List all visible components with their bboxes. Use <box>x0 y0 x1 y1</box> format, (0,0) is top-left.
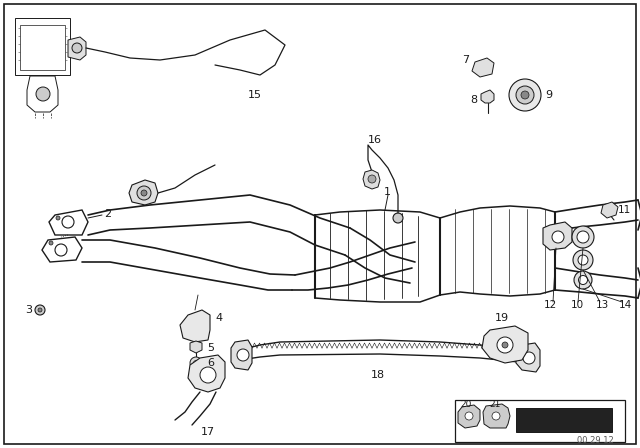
Polygon shape <box>190 341 202 353</box>
Circle shape <box>190 357 202 369</box>
Circle shape <box>193 361 198 366</box>
Circle shape <box>62 216 74 228</box>
Polygon shape <box>129 180 158 205</box>
Circle shape <box>36 87 50 101</box>
Text: 20: 20 <box>460 400 472 409</box>
Circle shape <box>577 231 589 243</box>
Polygon shape <box>188 355 225 392</box>
Circle shape <box>237 349 249 361</box>
Text: 8: 8 <box>470 95 477 105</box>
Circle shape <box>509 79 541 111</box>
Text: 18: 18 <box>371 370 385 380</box>
Text: 9: 9 <box>545 90 552 100</box>
Circle shape <box>523 352 535 364</box>
Circle shape <box>573 250 593 270</box>
Text: 5: 5 <box>207 343 214 353</box>
Circle shape <box>393 213 403 223</box>
Circle shape <box>200 367 216 383</box>
Text: 17: 17 <box>201 427 215 437</box>
Circle shape <box>38 308 42 312</box>
Text: 13: 13 <box>596 300 609 310</box>
Text: 19: 19 <box>495 313 509 323</box>
Polygon shape <box>180 310 210 342</box>
Polygon shape <box>516 343 540 372</box>
Circle shape <box>137 186 151 200</box>
Text: 4: 4 <box>215 313 222 323</box>
Circle shape <box>502 342 508 348</box>
Text: 12: 12 <box>544 300 557 310</box>
Text: 16: 16 <box>368 135 382 145</box>
Text: 00 29 12: 00 29 12 <box>577 435 613 444</box>
Circle shape <box>521 91 529 99</box>
Polygon shape <box>42 237 82 262</box>
Polygon shape <box>483 404 510 428</box>
Polygon shape <box>49 210 88 235</box>
Bar <box>516 408 612 432</box>
Circle shape <box>579 276 588 284</box>
Polygon shape <box>363 170 380 189</box>
Circle shape <box>552 231 564 243</box>
Polygon shape <box>543 222 572 250</box>
Polygon shape <box>458 405 480 428</box>
Circle shape <box>55 244 67 256</box>
Polygon shape <box>231 340 252 370</box>
Circle shape <box>497 337 513 353</box>
Polygon shape <box>20 25 65 70</box>
Text: 7: 7 <box>462 55 469 65</box>
Bar <box>455 400 625 442</box>
Polygon shape <box>15 18 70 75</box>
Polygon shape <box>472 58 494 77</box>
Polygon shape <box>27 76 58 112</box>
Polygon shape <box>68 37 86 60</box>
Circle shape <box>35 305 45 315</box>
Text: 1: 1 <box>384 187 391 197</box>
Text: 21: 21 <box>490 400 500 409</box>
Circle shape <box>578 255 588 265</box>
Circle shape <box>572 226 594 248</box>
Text: 2: 2 <box>104 209 111 219</box>
Circle shape <box>56 216 60 220</box>
Text: 11: 11 <box>618 205 631 215</box>
Circle shape <box>49 241 53 245</box>
Circle shape <box>516 86 534 104</box>
Circle shape <box>368 175 376 183</box>
Text: 14: 14 <box>619 300 632 310</box>
Text: 15: 15 <box>248 90 262 100</box>
Polygon shape <box>601 202 618 218</box>
Circle shape <box>574 271 592 289</box>
Text: 6: 6 <box>207 358 214 368</box>
Circle shape <box>492 412 500 420</box>
Circle shape <box>72 43 82 53</box>
Polygon shape <box>482 326 528 363</box>
Text: 3: 3 <box>25 305 32 315</box>
Text: 10: 10 <box>571 300 584 310</box>
Polygon shape <box>481 90 494 103</box>
Circle shape <box>141 190 147 196</box>
Circle shape <box>465 412 473 420</box>
